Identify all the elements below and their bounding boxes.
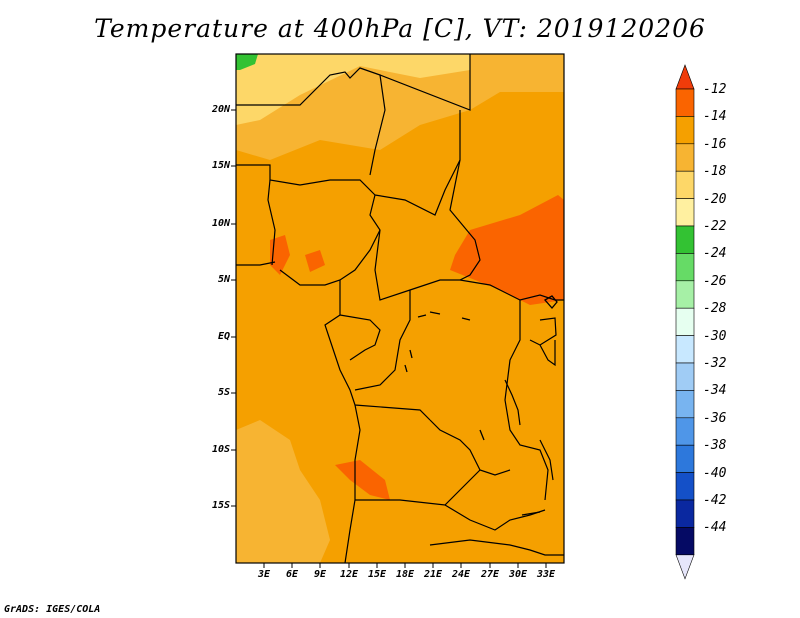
colorbar-label: -38 bbox=[703, 438, 727, 454]
colorbar-top-arrow bbox=[675, 64, 695, 90]
lakes bbox=[404, 295, 558, 516]
lat-label: 5S bbox=[217, 387, 230, 398]
colorbar-label: -30 bbox=[703, 328, 727, 344]
colorbar-swatch bbox=[675, 499, 695, 528]
colorbar-label: -24 bbox=[703, 246, 727, 262]
colorbar-swatch bbox=[675, 280, 695, 309]
colorbar-bottom-arrow bbox=[675, 554, 695, 580]
colorbar-label: -32 bbox=[703, 356, 727, 371]
colorbar-label: -26 bbox=[703, 273, 727, 289]
lat-label: 10S bbox=[211, 444, 230, 455]
colorbar-swatch bbox=[675, 472, 695, 501]
warm-zone-east bbox=[450, 195, 564, 305]
lon-label: 30E bbox=[508, 569, 528, 580]
colorbar-label: -18 bbox=[703, 164, 727, 180]
colorbar-swatch bbox=[675, 390, 695, 419]
colorbar-swatch bbox=[675, 170, 695, 199]
country-borders bbox=[236, 54, 564, 564]
colorbar-label: -22 bbox=[703, 219, 727, 234]
chart-title: Temperature at 400hPa [C], VT: 201912020… bbox=[94, 14, 706, 43]
lat-label: 15S bbox=[211, 500, 230, 511]
green-patch bbox=[236, 54, 258, 70]
colorbar-swatch bbox=[675, 444, 695, 473]
colorbar-swatch bbox=[675, 335, 695, 364]
colorbar-label: -14 bbox=[703, 109, 727, 125]
colorbar-swatch bbox=[675, 88, 695, 117]
lat-label: 20N bbox=[211, 104, 230, 115]
colorbar-swatch bbox=[675, 307, 695, 336]
colorbar-swatch bbox=[675, 225, 695, 254]
colorbar-label: -36 bbox=[703, 410, 727, 426]
colorbar-label: -20 bbox=[703, 191, 727, 207]
lon-label: 18E bbox=[395, 569, 415, 580]
lat-label: 5N bbox=[217, 274, 230, 285]
colorbar-swatch bbox=[675, 362, 695, 391]
lon-label: 9E bbox=[313, 569, 327, 580]
lon-label: 12E bbox=[339, 569, 359, 580]
colorbar-label: -34 bbox=[703, 383, 727, 399]
colorbar-swatch bbox=[675, 143, 695, 172]
pale-zone-north bbox=[236, 54, 470, 125]
colorbar-label: -42 bbox=[703, 493, 727, 508]
axis-ticks bbox=[231, 109, 547, 568]
lon-label: 6E bbox=[285, 569, 299, 580]
lon-label: 33E bbox=[536, 569, 556, 580]
lon-label: 3E bbox=[257, 569, 271, 580]
colorbar-swatch bbox=[675, 527, 695, 556]
colorbar-label: -12 bbox=[703, 82, 727, 97]
colorbar-swatch bbox=[675, 253, 695, 282]
colorbar-swatch bbox=[675, 198, 695, 227]
colorbar-label: -16 bbox=[703, 136, 727, 152]
lat-label: EQ bbox=[217, 331, 230, 342]
colorbar-label: -40 bbox=[703, 465, 727, 481]
colorbar-label: -28 bbox=[703, 301, 727, 317]
map-frame bbox=[235, 53, 565, 564]
lon-label: 15E bbox=[367, 569, 387, 580]
southwest-light-zone bbox=[236, 420, 330, 563]
warm-patch-south bbox=[335, 460, 390, 500]
lon-label: 24E bbox=[451, 569, 471, 580]
colorbar-swatch bbox=[675, 417, 695, 446]
credit-text: GrADS: IGES/COLA bbox=[4, 604, 101, 615]
colorbar bbox=[675, 64, 695, 580]
colorbar-label: -44 bbox=[703, 520, 727, 536]
lon-label: 27E bbox=[480, 569, 500, 580]
lat-label: 10N bbox=[211, 218, 230, 229]
colorbar-swatch bbox=[675, 116, 695, 145]
lon-label: 21E bbox=[423, 569, 443, 580]
lat-label: 15N bbox=[211, 160, 230, 171]
warm-patch-west bbox=[270, 235, 290, 275]
warm-patch-small bbox=[305, 250, 325, 272]
